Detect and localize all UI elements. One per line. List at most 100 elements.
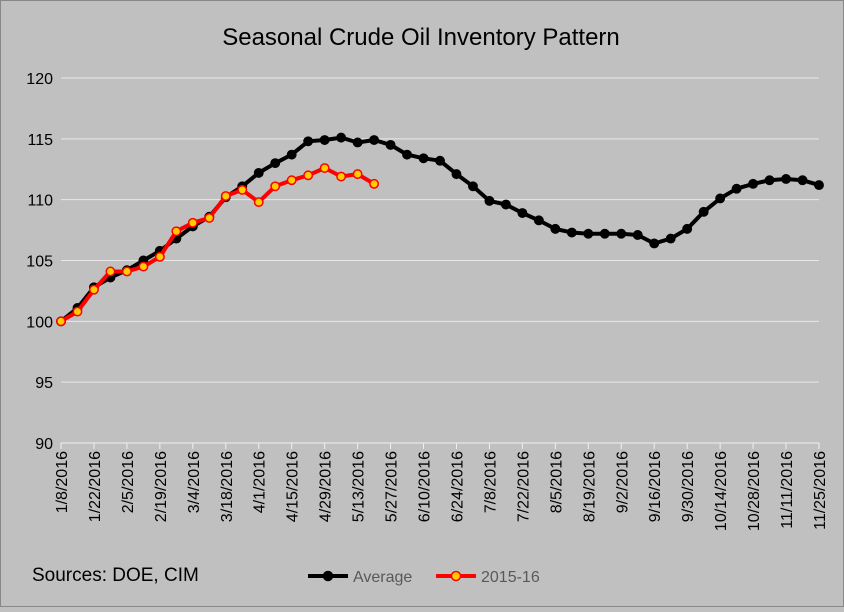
data-point-2015-16 [286,175,297,186]
data-point-average [566,227,577,238]
plot-area [56,132,824,327]
legend-marker-2015-16 [450,570,462,582]
data-point-2015-16 [319,163,330,173]
y-tick-label: 105 [26,254,53,271]
data-point-average [814,180,824,191]
x-tick-label: 2/5/2016 [120,451,137,513]
x-tick-label: 9/30/2016 [680,451,697,522]
x-tick-label: 8/5/2016 [548,451,565,513]
x-tick-label: 11/25/2016 [812,451,829,530]
y-tick-label: 90 [35,436,53,453]
data-point-2015-16 [336,171,347,182]
data-point-average [319,135,330,146]
data-point-average [682,223,693,234]
data-point-average [468,181,478,192]
data-point-average [385,139,396,150]
data-point-2015-16 [89,284,99,295]
data-point-2015-16 [220,191,231,201]
data-point-average [435,155,445,166]
data-point-average [402,149,412,160]
data-point-2015-16 [204,212,215,223]
x-tick-label: 8/19/2016 [581,451,598,522]
data-point-2015-16 [352,169,363,180]
data-point-average [665,233,676,244]
data-point-average [336,132,347,143]
data-point-average [731,183,742,194]
data-point-average [797,175,808,186]
data-point-2015-16 [56,316,66,327]
data-point-2015-16 [369,178,380,189]
x-tick-label: 1/22/2016 [87,451,104,522]
y-tick-label: 120 [26,71,53,88]
x-tick-label: 3/18/2016 [219,451,236,522]
data-point-2015-16 [72,306,83,317]
data-point-average [632,230,643,240]
data-point-average [715,193,726,204]
data-point-2015-16 [187,217,198,228]
data-point-2015-16 [270,181,281,192]
data-point-average [286,149,297,160]
data-point-2015-16 [138,261,149,272]
x-tick-label: 5/13/2016 [351,451,368,522]
y-axis: 90 95 100 105 110 115 120 [26,71,53,453]
data-point-average [698,206,709,217]
y-tick-label: 110 [27,193,53,210]
data-point-average [550,223,561,234]
x-tick-label: 4/1/2016 [252,451,269,513]
data-point-average [649,238,660,249]
x-tick-label: 3/4/2016 [186,451,203,513]
data-point-average [369,135,380,146]
data-point-average [451,169,462,180]
data-point-2015-16 [253,197,264,208]
legend-label-average: Average [353,569,412,586]
x-tick-label: 6/24/2016 [449,451,466,522]
x-tick-label: 4/15/2016 [285,451,302,522]
x-tick-label: 7/8/2016 [482,451,499,513]
data-point-average [748,178,759,189]
data-point-2015-16 [121,266,132,277]
x-tick-label: 5/27/2016 [384,451,401,522]
data-point-average [500,199,511,210]
data-point-average [533,215,544,226]
data-point-average [270,158,281,169]
data-point-average [599,228,610,239]
x-tick-label: 9/16/2016 [647,451,664,522]
data-point-average [303,136,314,147]
x-tick-label: 10/28/2016 [746,451,763,531]
data-point-average [253,167,264,178]
x-tick-label: 11/11/2016 [779,451,796,529]
data-point-2015-16 [171,226,182,237]
x-tick-label: 6/10/2016 [417,451,434,522]
x-tick-label: 2/19/2016 [153,451,170,522]
y-tick-label: 95 [35,375,53,392]
x-tick-label: 1/8/2016 [54,451,71,513]
data-point-2015-16 [105,266,116,277]
legend-label-2015-16: 2015-16 [481,569,540,586]
data-point-average [583,228,594,239]
gridlines [61,77,819,383]
data-point-average [484,195,495,206]
legend: Average 2015-16 [308,569,540,586]
x-tick-label: 9/2/2016 [614,451,631,513]
chart-title: Seasonal Crude Oil Inventory Pattern [222,24,620,51]
data-point-2015-16 [303,170,314,181]
data-point-average [764,175,775,186]
x-axis: 1/8/2016 1/22/2016 2/5/2016 2/19/2016 3/4/20… [54,442,829,531]
x-tick-label: 10/14/2016 [713,451,730,531]
source-note: Sources: DOE, CIM [32,565,199,586]
data-point-average [352,137,363,148]
data-point-average [781,174,791,184]
x-tick-label: 4/29/2016 [318,451,335,522]
legend-marker-average [322,570,334,582]
data-point-average [418,153,429,164]
data-point-2015-16 [154,251,165,262]
data-point-average [616,228,627,239]
x-tick-label: 7/22/2016 [515,451,532,522]
data-point-2015-16 [237,184,248,195]
y-tick-label: 115 [27,132,53,149]
data-point-average [517,208,528,219]
y-tick-label: 100 [26,314,53,331]
